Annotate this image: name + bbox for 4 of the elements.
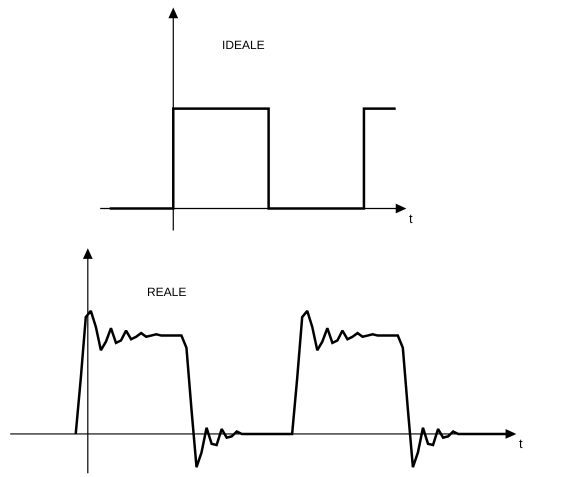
chart-title: IDEALE xyxy=(222,38,265,52)
x-axis-title: t xyxy=(519,436,523,451)
chart-title: REALE xyxy=(147,285,186,299)
x-axis-title: t xyxy=(409,211,413,226)
